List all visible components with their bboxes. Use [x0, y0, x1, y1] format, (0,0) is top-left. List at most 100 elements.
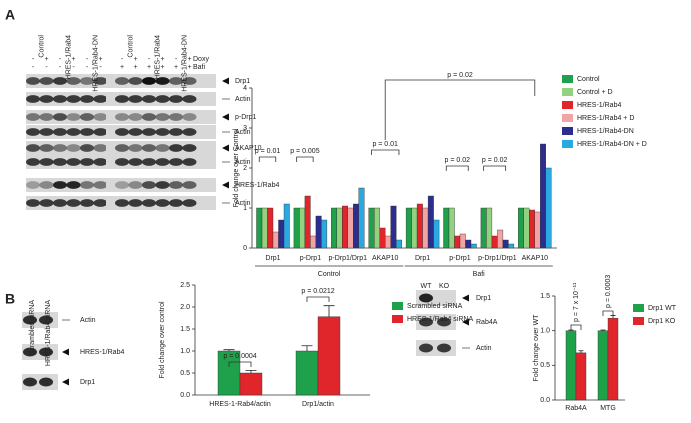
y-tick-label: 1.5	[540, 293, 550, 300]
sig-bracket	[602, 310, 614, 316]
blot-band	[142, 95, 156, 103]
panel-letter: A	[5, 7, 15, 23]
band-label: Actin	[476, 345, 492, 352]
blot-band	[115, 95, 129, 103]
doxy-sign: -	[148, 56, 151, 63]
blot-band	[80, 77, 94, 85]
blot-band	[39, 315, 53, 325]
bar	[368, 207, 375, 249]
band-label: Actin	[235, 96, 251, 103]
blot-band	[39, 113, 54, 121]
legend-label: Drp1 KO	[648, 318, 676, 325]
p-value: p = 7 x 10⁻¹¹	[573, 282, 580, 322]
error-bar	[578, 350, 584, 353]
blot-band	[169, 77, 183, 85]
bar	[523, 207, 530, 249]
blot-band	[419, 343, 433, 353]
legend-label: HRES-1/Rab4	[577, 102, 621, 109]
bar	[317, 316, 341, 396]
blot-band	[182, 113, 197, 121]
blot-band	[39, 377, 53, 387]
bar	[295, 350, 319, 396]
blot-band	[93, 113, 108, 121]
band-label: HRES-1/Rab4	[80, 349, 124, 356]
blot-band	[182, 181, 197, 189]
blot-band	[142, 158, 156, 166]
x-tick-label: p-Drp1	[300, 255, 322, 262]
x-tick-label: Rab4A	[565, 405, 587, 412]
blot-band	[419, 293, 433, 303]
y-tick-label: 3	[243, 125, 247, 132]
doxy-sign: +	[98, 56, 102, 63]
bafi-sign: +	[160, 64, 164, 71]
x-tick-label: p-Drp1/Drp1	[478, 255, 517, 262]
bafi-label: Bafi	[193, 64, 206, 71]
x-tick-label: HRES-1-Rab4/actin	[209, 401, 271, 408]
lane-label: Control	[128, 35, 135, 58]
bar	[358, 187, 365, 249]
y-tick-label: 2.0	[180, 304, 190, 311]
bar	[508, 243, 515, 249]
blot-band	[128, 113, 143, 121]
sig-bracket	[306, 296, 330, 302]
blot-band	[26, 158, 40, 166]
p-value: p = 0.0212	[301, 288, 334, 295]
bafi-sign: -	[72, 64, 75, 71]
p-value: p = 0.01	[372, 141, 398, 148]
blot-band	[39, 77, 54, 85]
y-tick-label: 0.5	[180, 370, 190, 377]
blot-band	[128, 77, 143, 85]
blot-band	[80, 113, 94, 121]
blot-band	[155, 199, 170, 207]
lane-label: Scrambled siRNA	[29, 300, 36, 356]
doxy-sign: +	[71, 56, 75, 63]
blot-band	[128, 95, 143, 103]
y-tick-label: 1.0	[180, 348, 190, 355]
blot-band	[169, 128, 183, 136]
band-arrow	[222, 181, 229, 189]
bar	[256, 207, 263, 249]
y-tick-label: 1	[243, 205, 247, 212]
blot-band	[182, 144, 197, 152]
blot-band	[39, 347, 53, 357]
sig-bracket	[258, 156, 277, 162]
y-tick-label: 0.0	[180, 392, 190, 399]
blot-band	[93, 199, 108, 207]
blot-band	[182, 95, 197, 103]
blot-band	[169, 199, 183, 207]
blot-band	[53, 158, 67, 166]
bar	[597, 330, 609, 401]
band-label: Drp1	[235, 78, 250, 85]
bar	[454, 235, 461, 249]
blot-band	[128, 199, 143, 207]
bar	[565, 330, 577, 401]
bafi-sign: +	[120, 64, 124, 71]
bafi-sign: -	[99, 64, 102, 71]
blot-band	[142, 128, 156, 136]
legend-swatch	[562, 88, 573, 96]
lane-label: HRES-1/Rab4-DN	[93, 35, 100, 92]
group-label: Bafi	[473, 271, 486, 278]
legend-swatch	[562, 127, 573, 135]
legend-swatch	[562, 140, 573, 148]
legend-label: Scrambled siRNA	[407, 303, 463, 310]
blot-band	[26, 95, 40, 103]
bar	[405, 207, 412, 249]
bar	[545, 167, 552, 249]
blot-band	[39, 199, 54, 207]
band-label: Rab4A	[476, 319, 498, 326]
blot-band	[142, 77, 156, 85]
band-arrow	[62, 348, 69, 356]
blot-band	[66, 128, 81, 136]
blot-band	[169, 95, 183, 103]
y-tick-label: 2.5	[180, 282, 190, 289]
blot-band	[39, 95, 54, 103]
bar	[422, 207, 429, 249]
blot-band	[155, 144, 170, 152]
blot-band	[23, 377, 37, 387]
blot-band	[80, 144, 94, 152]
blot-band	[26, 77, 40, 85]
bar	[491, 235, 498, 249]
blot-band	[53, 144, 67, 152]
blot-band	[39, 144, 54, 152]
